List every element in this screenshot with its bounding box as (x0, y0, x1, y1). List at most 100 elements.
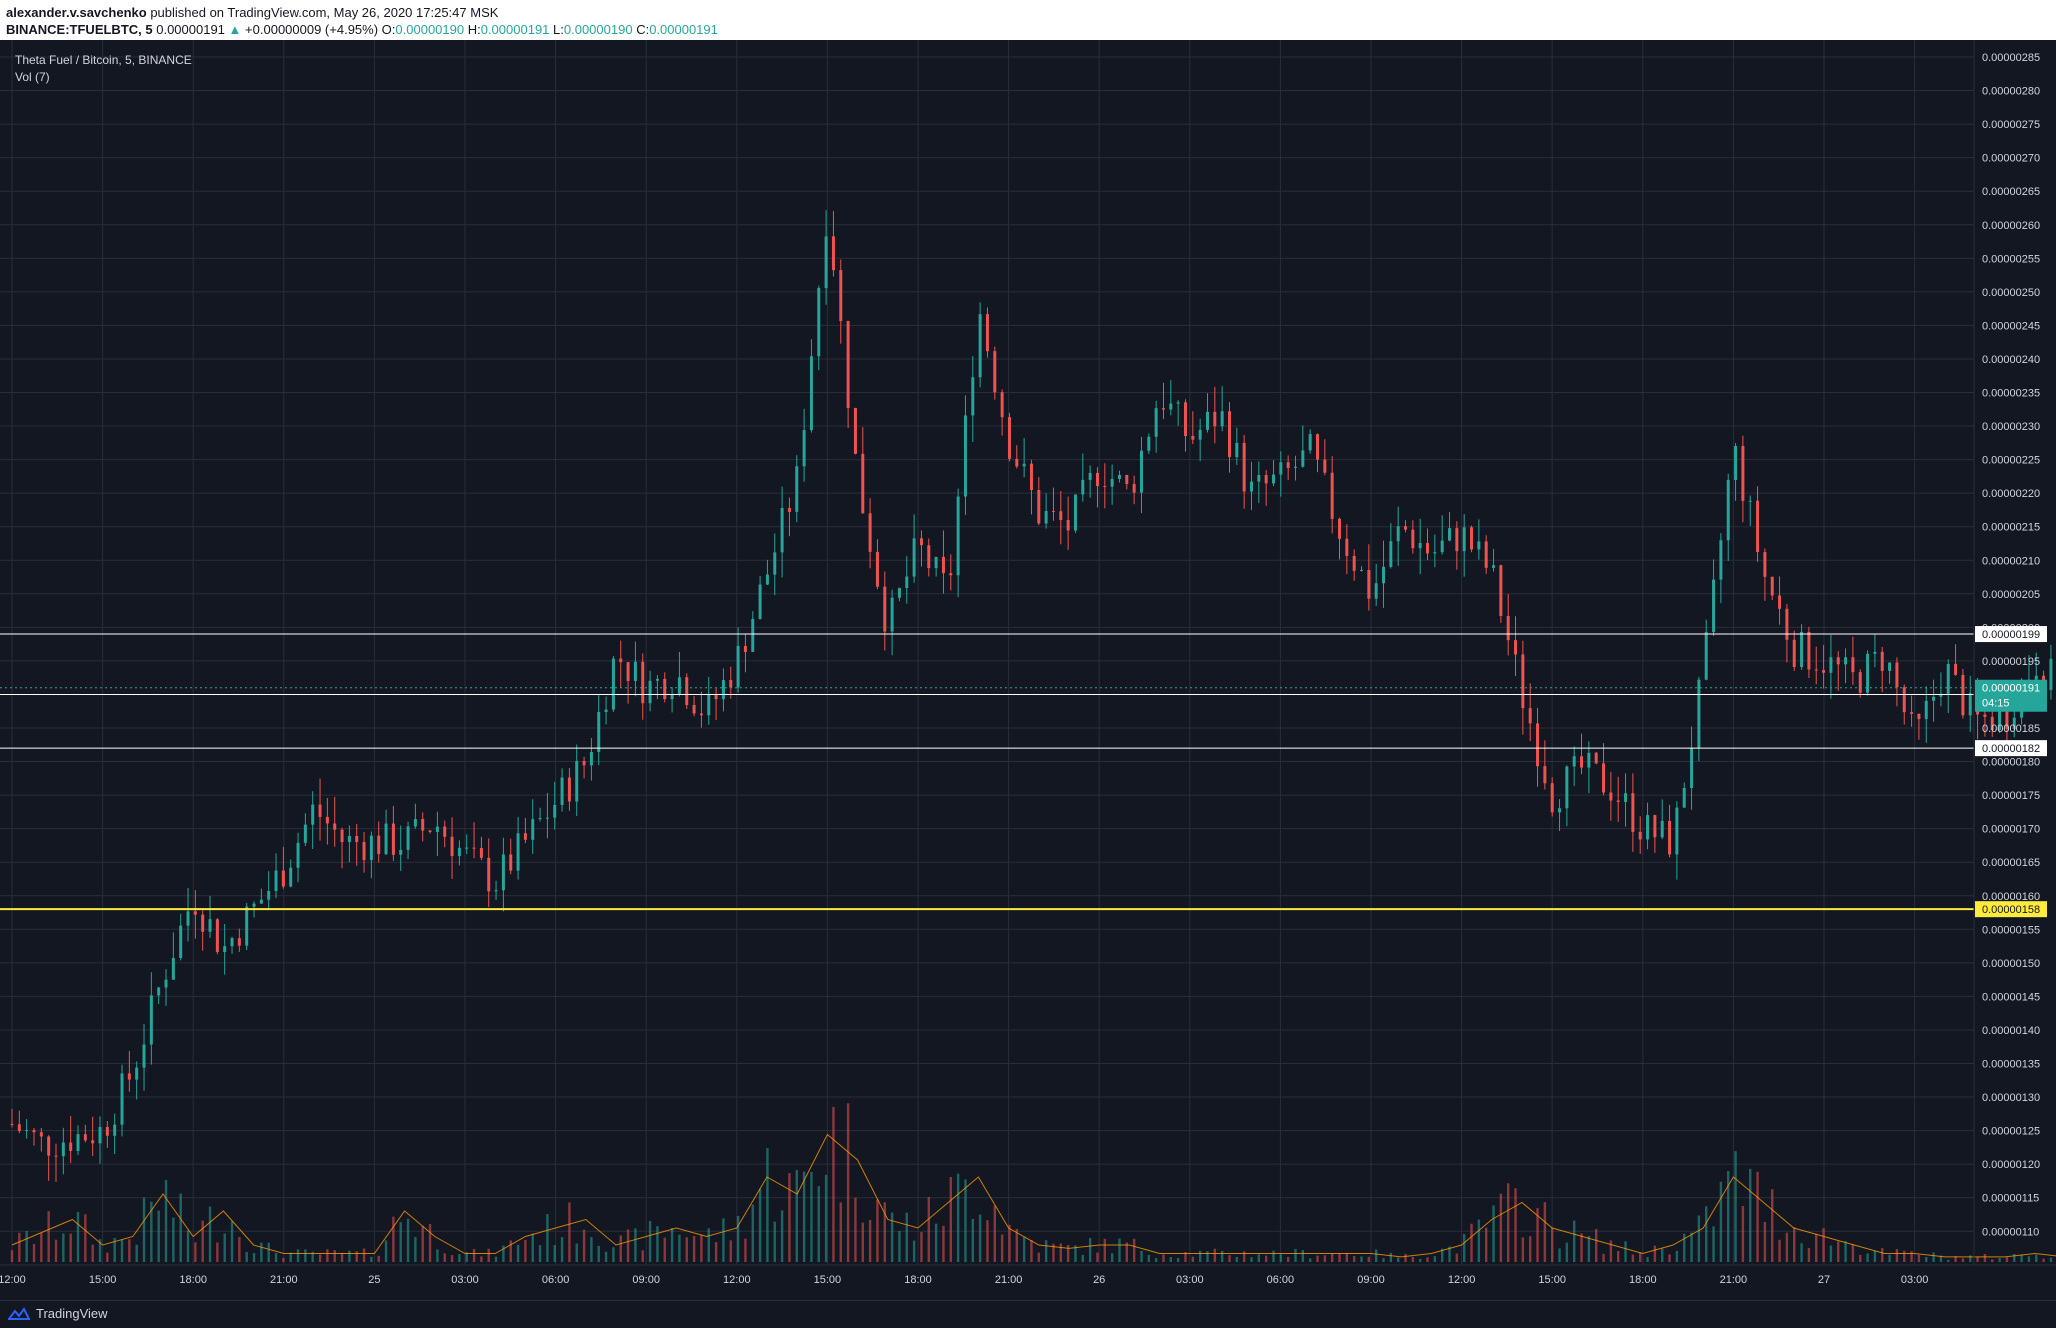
candle-body (597, 712, 600, 752)
candle-body (289, 868, 292, 887)
level-label: 0.00000158 (1982, 904, 2040, 916)
volume-bar (583, 1230, 585, 1262)
candle-body (1338, 519, 1341, 539)
candle-body (458, 848, 461, 856)
volume-bar (876, 1199, 878, 1262)
time-tick-label: 18:00 (904, 1274, 932, 1286)
candle-body (1851, 657, 1854, 672)
candle-body (1301, 450, 1304, 466)
candle-body (1653, 815, 1656, 837)
volume-bar (686, 1237, 688, 1262)
price-tick-label: 0.00000110 (1982, 1226, 2039, 1238)
candle-body (1573, 756, 1576, 766)
volume-bar (385, 1240, 387, 1262)
candle-body (275, 871, 278, 891)
volume-bar (1294, 1249, 1296, 1262)
symbol-label: BINANCE:TFUELBTC, 5 (6, 22, 153, 37)
candle-body (627, 662, 630, 681)
candle-body (1499, 565, 1502, 616)
time-tick-label: 12:00 (0, 1274, 26, 1286)
price-tick-label: 0.00000145 (1982, 991, 2040, 1003)
volume-bar (1243, 1251, 1245, 1262)
candle-body (1925, 701, 1928, 719)
candle-body (348, 836, 351, 842)
candle-body (781, 508, 784, 552)
volume-bar (825, 1175, 827, 1262)
high-value: 0.00000191 (481, 22, 550, 37)
candle-body (1397, 526, 1400, 541)
volume-bar (194, 1242, 196, 1262)
candle-body (1536, 723, 1539, 766)
candle-body (223, 946, 226, 952)
brand[interactable]: TradingView (8, 1306, 108, 1321)
author-name[interactable]: alexander.v.savchenko (6, 5, 147, 20)
candle-body (766, 575, 769, 585)
volume-bar (1426, 1257, 1428, 1262)
candle-body (385, 824, 388, 855)
volume-bar (656, 1226, 658, 1262)
candle-body (1969, 693, 1972, 715)
volume-bar (1522, 1237, 1524, 1262)
candle-body (1881, 652, 1884, 671)
candle-body (473, 848, 476, 849)
volume-bar (165, 1180, 167, 1262)
candle-body (1844, 657, 1847, 664)
candle-body (172, 958, 175, 980)
volume-bar (1265, 1256, 1267, 1262)
volume-bar (744, 1239, 746, 1262)
candle-body (685, 677, 688, 705)
candle-body (414, 819, 417, 826)
volume-bar (1676, 1251, 1678, 1262)
volume-bar (1111, 1253, 1113, 1262)
candle-body (561, 778, 564, 805)
price-tick-label: 0.00000210 (1982, 555, 2040, 567)
volume-bar (708, 1228, 710, 1262)
change-arrow-icon: ▲ (229, 22, 242, 37)
volume-bar (730, 1240, 732, 1262)
candle-body (722, 680, 725, 699)
volume-bar (187, 1230, 189, 1262)
volume-bar (1786, 1233, 1788, 1262)
volume-bar (810, 1172, 812, 1262)
volume-bar (1228, 1255, 1230, 1262)
volume-bar (1859, 1255, 1861, 1262)
price-tick-label: 0.00000250 (1982, 287, 2040, 299)
volume-bar (590, 1237, 592, 1262)
volume-bar (1903, 1251, 1905, 1262)
candle-body (1661, 821, 1664, 837)
volume-bar (363, 1248, 365, 1262)
candle-body (751, 619, 754, 652)
volume-bar (495, 1257, 497, 1262)
volume-bar (245, 1252, 247, 1262)
price-tick-label: 0.00000245 (1982, 320, 2040, 332)
volume-bar (950, 1177, 952, 1262)
volume-bar (1558, 1248, 1560, 1262)
price-tick-label: 0.00000230 (1982, 421, 2040, 433)
candle-body (1675, 808, 1678, 855)
candle-body (942, 557, 945, 573)
volume-bar (429, 1224, 431, 1262)
legend-title: Theta Fuel / Bitcoin, 5, BINANCE (15, 53, 192, 67)
volume-bar (627, 1229, 629, 1262)
volume-bar (1998, 1258, 2000, 1262)
candle-body (319, 805, 322, 817)
candle-body (612, 659, 615, 710)
volume-bar (678, 1235, 680, 1262)
volume-bar (1206, 1251, 1208, 1262)
volume-bar (1155, 1258, 1157, 1262)
volume-bar (1639, 1252, 1641, 1262)
current-price-label: 0.00000191 (1982, 683, 2040, 695)
volume-bar (1324, 1255, 1326, 1262)
volume-bar (986, 1220, 988, 1262)
volume-bar (524, 1240, 526, 1262)
candle-body (1485, 541, 1488, 567)
candle-body (553, 805, 556, 818)
candle-body (1822, 670, 1825, 673)
volume-bar (1375, 1249, 1377, 1262)
volume-bar (1874, 1251, 1876, 1262)
price-tick-label: 0.00000130 (1982, 1092, 2040, 1104)
price-tick-label: 0.00000205 (1982, 589, 2040, 601)
candle-body (1771, 577, 1774, 596)
candle-body (949, 573, 952, 575)
price-chart[interactable]: 0.000002850.000002800.000002750.00000270… (0, 40, 2056, 1300)
